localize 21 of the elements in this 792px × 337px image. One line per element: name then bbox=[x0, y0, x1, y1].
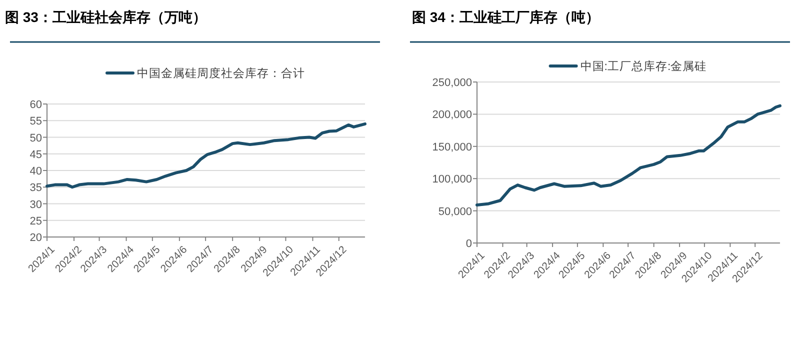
line-series bbox=[476, 104, 782, 206]
legend-label: 中国:工厂总库存:金属硅 bbox=[580, 59, 707, 73]
y-tick-label: 45 bbox=[30, 148, 42, 161]
y-tick-label: 60 bbox=[30, 99, 42, 111]
chart-title: 图 34：工业硅工厂库存（吨） bbox=[412, 9, 600, 25]
y-tick-label: 50 bbox=[30, 132, 42, 144]
y-tick-label: 55 bbox=[30, 116, 42, 128]
legend-label: 中国金属硅周度社会库存：合计 bbox=[137, 66, 305, 80]
y-tick-label: 0 bbox=[466, 238, 472, 250]
line-series bbox=[46, 122, 366, 189]
y-tick-label: 250,000 bbox=[432, 77, 472, 89]
y-tick-label: 50,000 bbox=[438, 206, 472, 218]
y-tick-label: 40 bbox=[30, 166, 42, 178]
y-tick-label: 25 bbox=[30, 215, 42, 228]
y-tick-label: 20 bbox=[30, 232, 42, 244]
y-tick-label: 150,000 bbox=[432, 141, 472, 154]
y-tick-label: 200,000 bbox=[432, 109, 472, 122]
y-tick-label: 100,000 bbox=[432, 174, 472, 186]
y-tick-label: 30 bbox=[30, 198, 42, 211]
y-tick-label: 35 bbox=[30, 182, 42, 194]
chart-title: 图 33：工业硅社会库存（万吨） bbox=[5, 9, 206, 25]
